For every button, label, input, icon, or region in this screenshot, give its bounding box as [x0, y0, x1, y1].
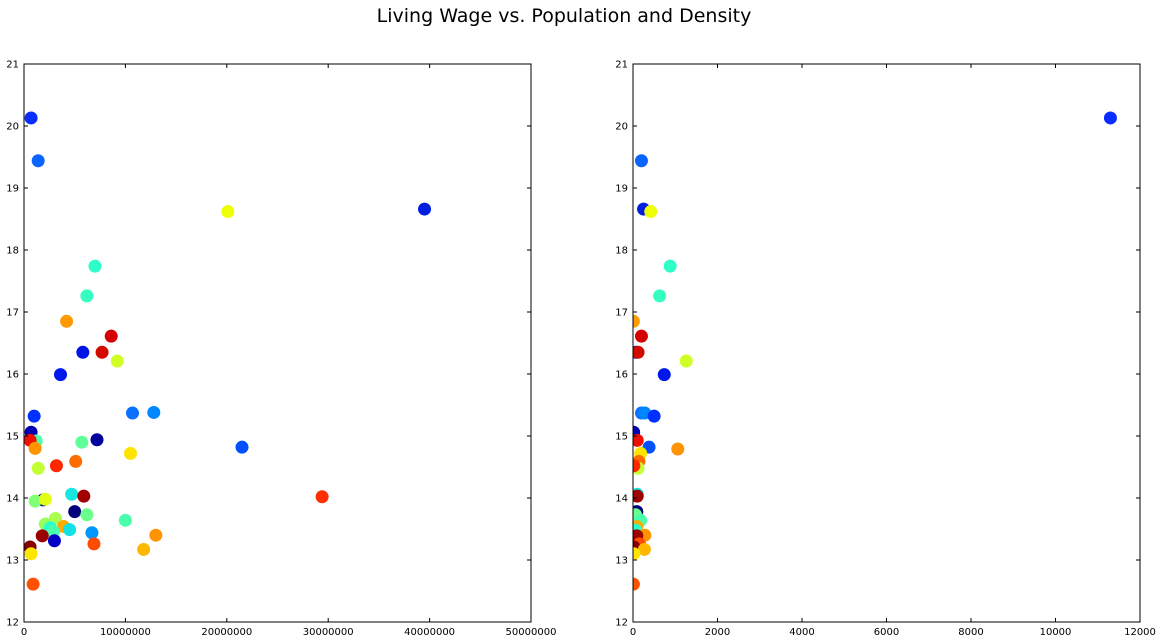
scatter-point	[27, 409, 41, 423]
x-tick-label: 6000	[874, 627, 899, 638]
scatter-point	[54, 368, 68, 382]
scatter-point	[68, 505, 82, 519]
y-tick-label: 16	[6, 370, 19, 381]
y-tick-label: 21	[615, 60, 628, 71]
y-tick-label: 19	[615, 184, 628, 195]
y-tick-label: 19	[6, 184, 19, 195]
scatter-point	[95, 345, 109, 359]
x-tick-label: 12000	[1124, 627, 1156, 638]
scatter-point	[647, 409, 661, 423]
scatter-point	[147, 405, 161, 419]
population-scatter-panel: 0 10000000 20000000 30000000 40000000 5000000…	[6, 60, 556, 639]
y-tick-label: 16	[615, 370, 628, 381]
scatter-point	[123, 446, 137, 460]
scatter-point	[49, 459, 63, 473]
y-tick-label: 20	[615, 122, 628, 133]
x-tick-label: 20000000	[201, 627, 252, 638]
scatter-point	[28, 441, 42, 455]
scatter-point	[633, 547, 641, 561]
points-group	[24, 111, 432, 591]
scatter-point	[221, 205, 235, 219]
y-tick-label: 14	[615, 494, 628, 505]
density-scatter-panel: 0 2000 4000 6000 8000 10000 12000 12 13 14 15 16 17 1…	[615, 60, 1156, 639]
figure-title: Living Wage vs. Population and Density	[377, 5, 752, 27]
scatter-point	[77, 489, 91, 503]
scatter-point	[110, 354, 124, 368]
scatter-point	[1103, 111, 1117, 125]
scatter-point	[418, 202, 432, 216]
x-tick-label: 8000	[958, 627, 983, 638]
y-tick-label: 18	[6, 246, 19, 257]
points-group	[633, 111, 1117, 591]
y-tick-label: 21	[6, 60, 19, 71]
scatter-point	[633, 459, 641, 473]
scatter-point	[657, 368, 671, 382]
scatter-point	[637, 542, 651, 556]
scatter-point	[137, 542, 151, 556]
x-tick-label: 50000000	[506, 627, 557, 638]
scatter-point	[76, 345, 90, 359]
scatter-point	[125, 406, 139, 420]
x-tick-label: 0	[21, 627, 27, 638]
scatter-point	[69, 454, 83, 468]
y-tick-label: 18	[615, 246, 628, 257]
scatter-point	[80, 508, 94, 522]
y-tick-label: 17	[615, 308, 628, 319]
scatter-point	[26, 577, 40, 591]
axes-frame	[632, 63, 1141, 623]
axes-frame	[23, 63, 532, 623]
scatter-point	[633, 577, 640, 591]
y-tick-label: 17	[6, 308, 19, 319]
scatter-point	[118, 513, 132, 527]
y-tick-label: 14	[6, 494, 19, 505]
scatter-point	[671, 442, 685, 456]
scatter-point	[633, 314, 640, 328]
x-tick-label: 4000	[789, 627, 814, 638]
scatter-point	[63, 523, 77, 537]
scatter-point	[235, 440, 249, 454]
scatter-point	[35, 529, 49, 543]
scatter-point	[80, 289, 94, 303]
scatter-point	[633, 433, 644, 447]
scatter-point	[634, 329, 648, 343]
scatter-point	[653, 289, 667, 303]
scatter-point	[47, 534, 61, 548]
scatter-point	[31, 154, 45, 168]
scatter-point	[87, 537, 101, 551]
y-tick-label: 15	[615, 432, 628, 443]
x-tick-label: 0	[630, 627, 636, 638]
y-tick-label: 20	[6, 122, 19, 133]
scatter-point	[24, 547, 38, 561]
scatter-point	[31, 461, 45, 475]
x-tick-label: 10000000	[100, 627, 151, 638]
scatter-point	[663, 259, 677, 273]
scatter-point	[90, 433, 104, 447]
scatter-point	[633, 345, 645, 359]
scatter-point	[88, 259, 102, 273]
scatter-point	[28, 494, 42, 508]
scatter-point	[315, 490, 329, 504]
y-tick-label: 13	[615, 556, 628, 567]
scatter-point	[24, 111, 38, 125]
x-tick-label: 2000	[705, 627, 730, 638]
y-tick-label: 13	[6, 556, 19, 567]
scatter-point	[85, 526, 99, 540]
y-tick-label: 15	[6, 432, 19, 443]
scatter-point	[634, 154, 648, 168]
scatter-point	[38, 492, 52, 506]
x-tick-label: 10000	[1040, 627, 1072, 638]
scatter-point	[104, 329, 118, 343]
scatter-point	[65, 487, 79, 501]
scatter-point	[60, 314, 74, 328]
scatter-point	[679, 354, 693, 368]
y-tick-label: 12	[6, 618, 19, 629]
x-tick-label: 30000000	[303, 627, 354, 638]
x-tick-label: 40000000	[404, 627, 455, 638]
scatter-point	[75, 435, 89, 449]
scatter-point	[644, 205, 658, 219]
y-tick-label: 12	[615, 618, 628, 629]
scatter-point	[149, 528, 163, 542]
scatter-point	[633, 489, 644, 503]
